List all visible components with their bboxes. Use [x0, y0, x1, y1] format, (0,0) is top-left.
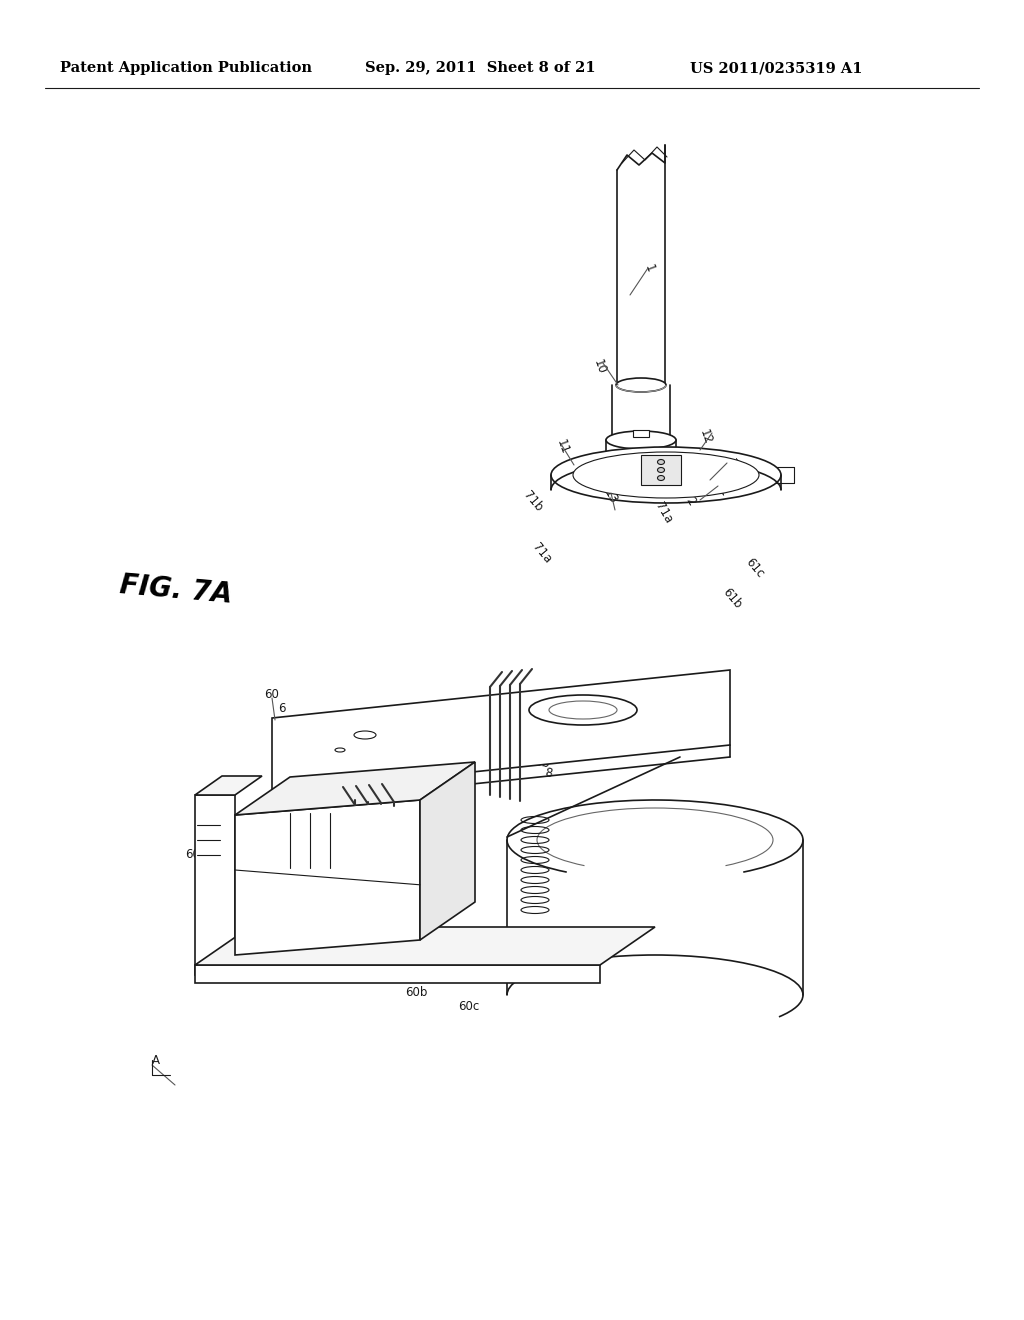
Polygon shape [641, 455, 681, 484]
Text: 71b: 71b [521, 488, 546, 515]
Text: 4a: 4a [323, 767, 340, 781]
Text: 11: 11 [554, 438, 571, 457]
Ellipse shape [529, 696, 637, 725]
Polygon shape [195, 965, 600, 983]
Text: 60c: 60c [458, 1001, 479, 1014]
Text: 4: 4 [384, 850, 391, 863]
Text: 4b: 4b [522, 744, 539, 760]
Polygon shape [195, 776, 262, 795]
Ellipse shape [657, 467, 665, 473]
Text: 60a: 60a [215, 939, 238, 952]
Text: 5a: 5a [334, 776, 350, 791]
Text: 13: 13 [601, 487, 621, 506]
Text: 4a: 4a [312, 756, 329, 772]
Text: US 2011/0235319 A1: US 2011/0235319 A1 [690, 61, 862, 75]
Text: 60e: 60e [355, 972, 377, 985]
Text: 61e: 61e [484, 710, 508, 727]
Text: 60: 60 [264, 689, 279, 701]
Text: 4: 4 [345, 785, 354, 800]
Polygon shape [272, 671, 730, 793]
Polygon shape [234, 800, 420, 954]
Text: 12: 12 [697, 428, 714, 446]
Ellipse shape [616, 378, 666, 392]
Text: 7: 7 [724, 457, 739, 470]
Text: 4b: 4b [509, 734, 526, 748]
Ellipse shape [606, 432, 676, 449]
Ellipse shape [551, 447, 781, 503]
Text: 6: 6 [278, 701, 286, 714]
Ellipse shape [657, 459, 665, 465]
Ellipse shape [657, 475, 665, 480]
Text: 5: 5 [372, 837, 379, 850]
Text: 72: 72 [679, 488, 698, 508]
Polygon shape [195, 927, 655, 965]
Text: FIG. 7A: FIG. 7A [118, 572, 233, 609]
Text: 4: 4 [360, 824, 368, 837]
Text: 61e: 61e [358, 793, 383, 810]
Text: 61c: 61c [743, 556, 767, 581]
Ellipse shape [606, 451, 676, 469]
Text: 10: 10 [591, 358, 608, 376]
Text: 60b: 60b [406, 986, 427, 998]
Text: 60e: 60e [301, 747, 325, 763]
Polygon shape [633, 430, 649, 437]
Ellipse shape [335, 748, 345, 752]
Text: 61b: 61b [720, 586, 744, 611]
Text: 5b: 5b [534, 755, 551, 771]
Text: 8: 8 [544, 767, 553, 780]
Text: 71a: 71a [530, 541, 554, 566]
Text: A: A [152, 1053, 160, 1067]
Text: 61: 61 [293, 715, 308, 729]
Text: 61d: 61d [373, 804, 397, 820]
Ellipse shape [573, 451, 759, 498]
Text: Sep. 29, 2011  Sheet 8 of 21: Sep. 29, 2011 Sheet 8 of 21 [365, 61, 596, 75]
Polygon shape [420, 762, 475, 940]
Polygon shape [195, 795, 234, 975]
Text: 71: 71 [713, 479, 731, 498]
Text: 71a: 71a [652, 500, 675, 525]
Text: 61d: 61d [497, 722, 521, 738]
Ellipse shape [549, 701, 617, 719]
Text: 60d: 60d [185, 849, 208, 862]
Ellipse shape [611, 432, 671, 447]
Ellipse shape [354, 731, 376, 739]
Text: Patent Application Publication: Patent Application Publication [60, 61, 312, 75]
Polygon shape [234, 762, 475, 814]
Text: 1: 1 [642, 263, 656, 275]
